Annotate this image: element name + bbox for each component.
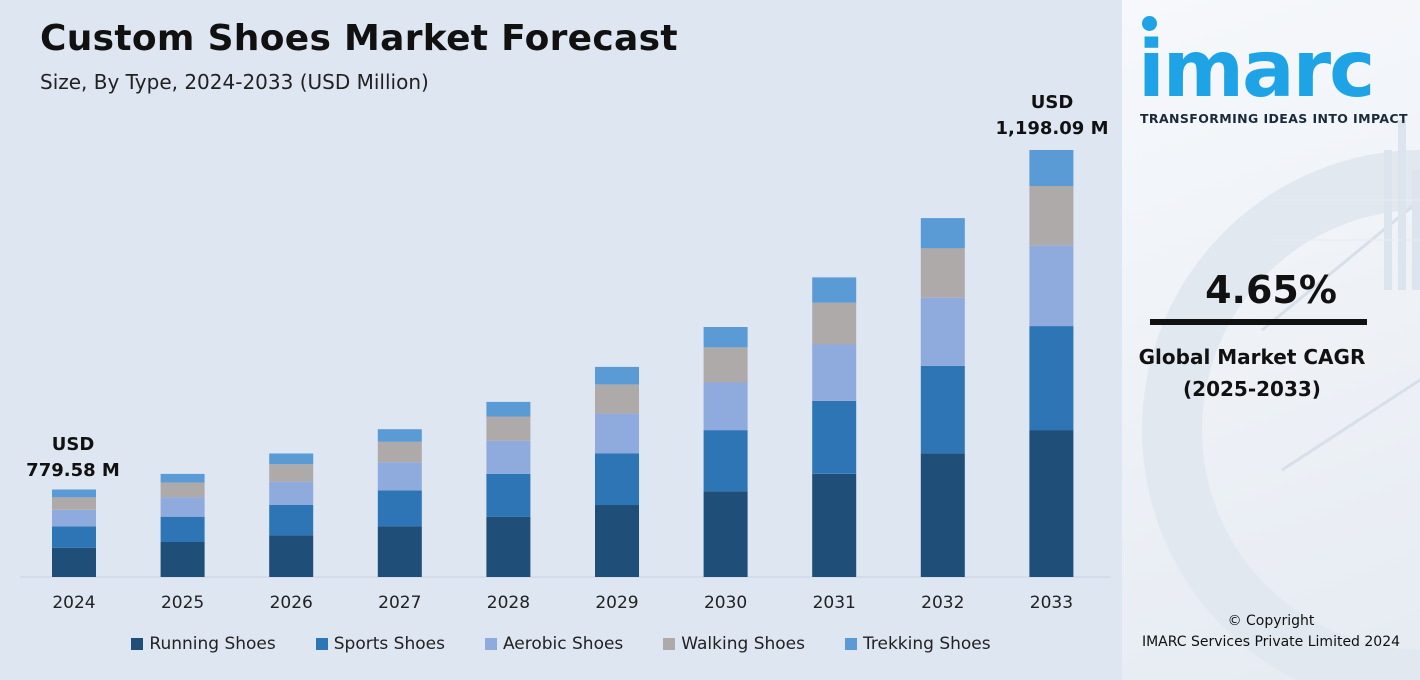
cagr-label-line1: Global Market CAGR (1138, 345, 1366, 369)
bar-segment-2029-running-shoes (595, 505, 639, 577)
copyright-notice: © Copyright IMARC Services Private Limit… (1122, 611, 1420, 653)
bar-segment-2033-trekking-shoes (1029, 150, 1074, 186)
bar-segment-2027-sports-shoes (377, 490, 422, 527)
chart-legend: Running Shoes Sports Shoes Aerobic Shoes Wa… (0, 632, 1122, 656)
bar-segment-2025-walking-shoes (160, 482, 205, 498)
legend-item-sports-shoes: Sports Shoes (315, 634, 445, 654)
bar-segment-2029-walking-shoes (595, 384, 639, 414)
bar-segment-2030-aerobic-shoes (703, 382, 748, 431)
start-value-amount: 779.58 M (26, 460, 120, 481)
bar-segment-2033-sports-shoes (1029, 326, 1074, 431)
x-tick-label: 2027 (378, 593, 421, 613)
legend-item-aerobic-shoes: Aerobic Shoes (484, 634, 624, 654)
bar-segment-2032-running-shoes (920, 453, 965, 577)
bar-segment-2033-aerobic-shoes (1029, 245, 1074, 326)
bar-segment-2032-walking-shoes (920, 248, 965, 298)
start-value-currency: USD (51, 434, 95, 455)
x-tick-label: 2031 (813, 593, 856, 613)
bar-segment-2029-trekking-shoes (595, 366, 639, 385)
imarc-logo: imarc (1138, 25, 1375, 115)
end-value-callout: USD 1,198.09 M (992, 90, 1112, 142)
legend-item-walking-shoes: Walking Shoes (663, 634, 805, 654)
logo-dot (1142, 16, 1157, 31)
bar-segment-2030-running-shoes (703, 491, 748, 577)
bar-segment-2027-running-shoes (377, 526, 422, 577)
x-tick-label: 2025 (161, 593, 204, 613)
chart-title: Custom Shoes Market Forecast (40, 18, 678, 59)
bar-segment-2030-sports-shoes (703, 430, 748, 492)
x-tick-label: 2026 (270, 593, 313, 613)
bar-segment-2026-aerobic-shoes (269, 481, 314, 505)
copyright-line2: IMARC Services Private Limited 2024 (1141, 634, 1401, 650)
legend-label: Walking Shoes (681, 634, 805, 654)
end-value-currency: USD (1030, 92, 1074, 113)
bar-segment-2026-trekking-shoes (269, 453, 314, 465)
bar-segment-2029-aerobic-shoes (595, 413, 639, 454)
cagr-value: 4.65% (1205, 268, 1337, 312)
bar-segment-2025-sports-shoes (160, 516, 205, 542)
x-tick-label: 2032 (921, 593, 964, 613)
copyright-line1: © Copyright (1227, 613, 1315, 629)
bar-segment-2028-sports-shoes (486, 473, 531, 517)
legend-label: Trekking Shoes (862, 634, 991, 654)
bar-segment-2028-running-shoes (486, 516, 531, 577)
bar-segment-2033-walking-shoes (1029, 186, 1074, 246)
x-tick-label: 2030 (704, 593, 747, 613)
bar-segment-2027-walking-shoes (377, 441, 422, 463)
bar-segment-2024-aerobic-shoes (52, 509, 96, 527)
bar-segment-2032-sports-shoes (920, 365, 965, 454)
x-tick-label: 2028 (487, 593, 530, 613)
cagr-divider (1150, 319, 1367, 325)
stacked-bar-chart: 2024 2025 2026 2027 2028 2029 2030 2031 2032 2033 (20, 150, 1110, 613)
bar-segment-2030-trekking-shoes (703, 327, 748, 348)
bar-segment-2031-running-shoes (812, 473, 857, 577)
bar-segment-2028-trekking-shoes (486, 401, 531, 417)
bar-segment-2031-sports-shoes (812, 400, 857, 474)
legend-item-running-shoes: Running Shoes (131, 634, 276, 654)
legend-swatch (844, 638, 857, 650)
chart-panel: Custom Shoes Market Forecast Size, By Ty… (0, 0, 1122, 680)
side-panel: imarc TRANSFORMING IDEAS INTO IMPACT 4.6… (1122, 0, 1420, 680)
bar-segment-2024-sports-shoes (52, 526, 96, 548)
start-value-callout: USD 779.58 M (22, 432, 124, 484)
legend-label: Running Shoes (149, 634, 276, 654)
bar-segment-2025-trekking-shoes (160, 473, 205, 483)
bar-segment-2029-sports-shoes (595, 453, 639, 506)
bar-segment-2030-walking-shoes (703, 347, 748, 383)
bar-segment-2031-walking-shoes (812, 302, 857, 345)
bar-segment-2024-trekking-shoes (52, 489, 96, 498)
end-value-amount: 1,198.09 M (995, 118, 1109, 139)
bar-segment-2025-aerobic-shoes (160, 497, 205, 517)
bar-segment-2024-walking-shoes (52, 497, 96, 510)
legend-label: Aerobic Shoes (502, 634, 624, 654)
bar-segment-2031-trekking-shoes (812, 277, 857, 303)
bar-segment-2028-walking-shoes (486, 416, 531, 441)
bar-segment-2028-aerobic-shoes (486, 440, 531, 474)
bar-segment-2026-walking-shoes (269, 464, 314, 482)
x-tick-label: 2024 (52, 593, 95, 613)
logo-tagline: TRANSFORMING IDEAS INTO IMPACT (1140, 111, 1408, 126)
bar-segment-2031-aerobic-shoes (812, 344, 857, 401)
bar-segment-2033-running-shoes (1029, 430, 1074, 577)
bar-segment-2032-aerobic-shoes (920, 297, 965, 366)
cagr-label: Global Market CAGR (2025-2033) (1122, 341, 1382, 405)
legend-item-trekking-shoes: Trekking Shoes (844, 634, 991, 654)
bar-segment-2025-running-shoes (160, 542, 205, 577)
x-tick-label: 2029 (595, 593, 638, 613)
bar-segment-2026-sports-shoes (269, 505, 314, 536)
bar-segment-2027-aerobic-shoes (377, 462, 422, 491)
legend-swatch (131, 638, 144, 650)
bar-segment-2032-trekking-shoes (920, 218, 965, 249)
legend-swatch (315, 638, 328, 650)
legend-swatch (484, 638, 497, 650)
cagr-label-line2: (2025-2033) (1183, 377, 1321, 401)
bar-segment-2027-trekking-shoes (377, 429, 422, 442)
bar-segment-2026-running-shoes (269, 535, 314, 577)
background-chart-graphic (1142, 120, 1420, 680)
bar-segment-2024-running-shoes (52, 547, 96, 577)
legend-swatch (663, 638, 676, 650)
x-tick-label: 2033 (1030, 593, 1073, 613)
chart-subtitle: Size, By Type, 2024-2033 (USD Million) (40, 70, 429, 94)
legend-label: Sports Shoes (333, 634, 445, 654)
